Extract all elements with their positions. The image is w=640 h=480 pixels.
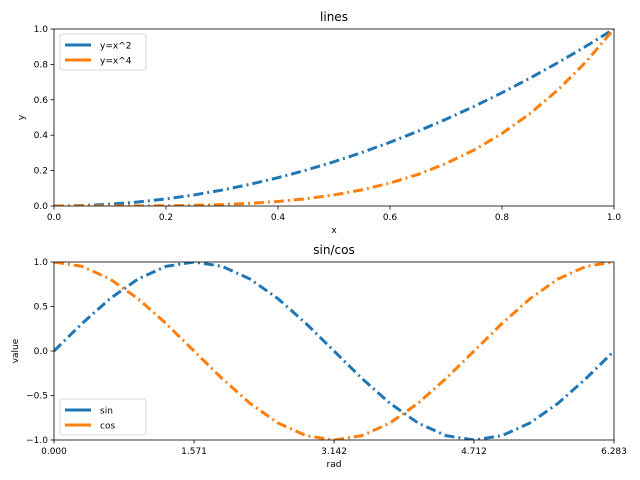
- y-tick-label: 0.4: [34, 131, 49, 141]
- x-tick-label: 3.142: [321, 447, 347, 457]
- y-axis-label: value: [11, 338, 21, 363]
- x-tick-label: 1.571: [181, 447, 207, 457]
- chart-1: 0.0 0.2 0.4 0.6 0.8 1.0 0.0 0.2 0.4 0.6 0.8 1.0 line…: [17, 10, 621, 236]
- legend: y=x^2 y=x^4: [59, 33, 147, 71]
- x-tick-label: 0.8: [495, 213, 510, 223]
- legend-label: y=x^2: [100, 42, 131, 52]
- x-tick-label: 1.0: [607, 213, 622, 223]
- series-line-y-x-2: [54, 29, 614, 206]
- legend: sin cos: [59, 398, 147, 436]
- x-tick-label: 4.712: [461, 447, 487, 457]
- y-tick-label: 0.8: [34, 60, 49, 70]
- y-tick-label: 0.0: [34, 202, 49, 212]
- legend-label: cos: [100, 422, 115, 432]
- x-axis-label: x: [331, 226, 337, 236]
- x-axis-label: rad: [327, 460, 342, 470]
- y-tick-label: −1.0: [26, 436, 48, 446]
- series-line-cos: [54, 262, 614, 440]
- y-tick-label: 0.0: [34, 347, 49, 357]
- axes-frame: [53, 28, 615, 207]
- y-tick-label: 1.0: [34, 258, 49, 268]
- y-tick-label: 0.6: [34, 96, 49, 106]
- series-line-y-x-4: [54, 29, 614, 206]
- x-tick-label: 0.0: [47, 213, 62, 223]
- y-tick-label: 1.0: [34, 25, 49, 35]
- x-tick-label: 0.000: [41, 447, 67, 457]
- x-tick-label: 0.6: [383, 213, 398, 223]
- legend-label: y=x^4: [100, 57, 132, 67]
- chart-2: 0.000 1.571 3.142 4.712 6.283 −1.0 −0.5 0.0 0.5 1…: [11, 243, 627, 470]
- x-tick-label: 0.4: [271, 213, 286, 223]
- chart-title: sin/cos: [313, 243, 354, 257]
- y-tick-label: −0.5: [26, 392, 48, 402]
- y-tick-label: 0.5: [34, 303, 48, 313]
- legend-label: sin: [100, 407, 113, 417]
- x-tick-label: 0.2: [159, 213, 173, 223]
- y-tick-label: 0.2: [34, 167, 48, 177]
- series-line-sin: [54, 262, 614, 440]
- y-axis-label: y: [17, 114, 27, 120]
- chart-title: lines: [320, 10, 348, 24]
- x-tick-label: 6.283: [601, 447, 627, 457]
